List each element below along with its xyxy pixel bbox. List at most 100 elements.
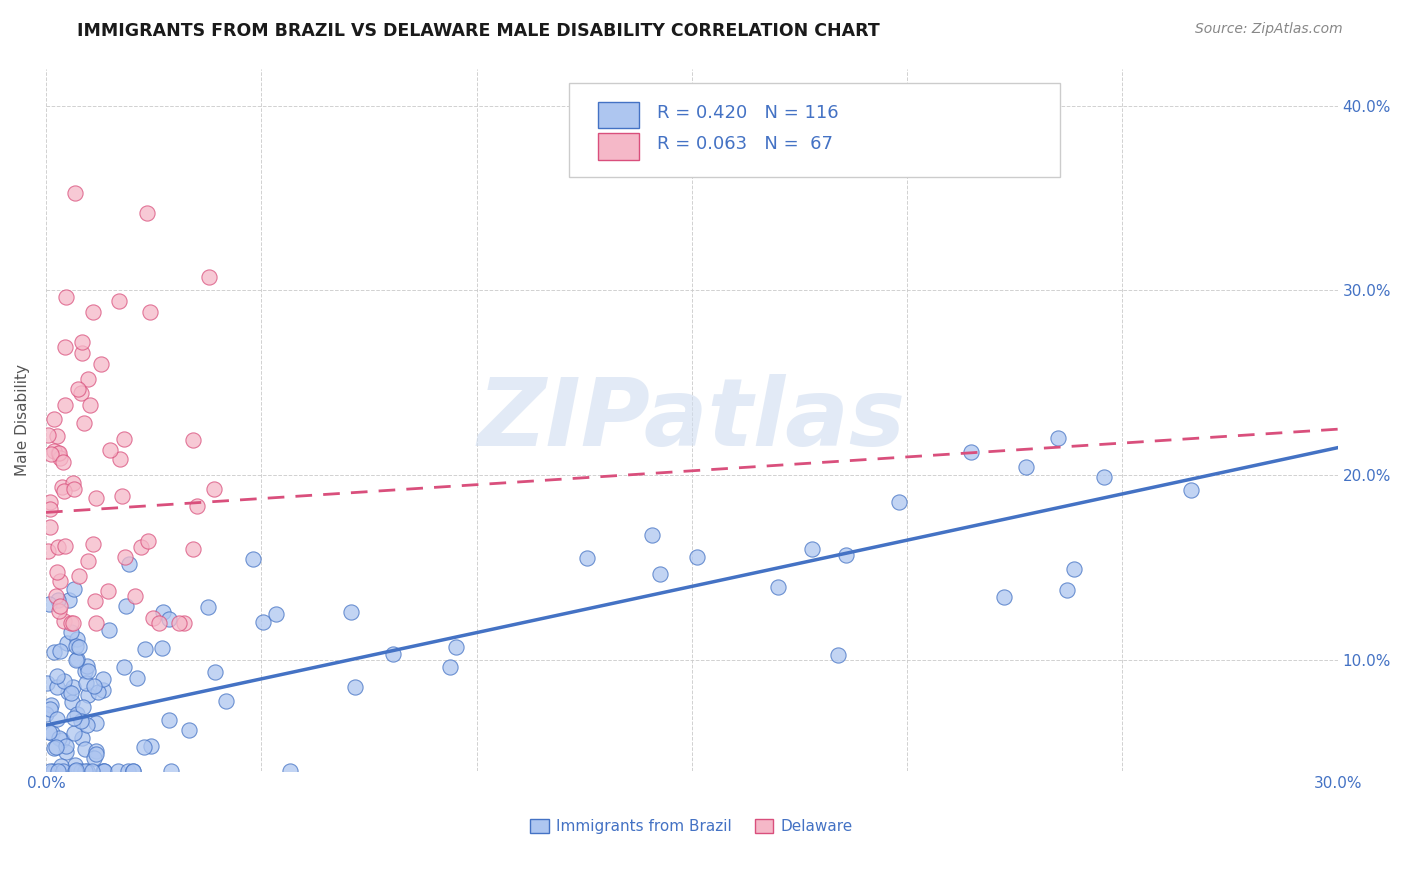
Point (159, 612, 181, 626)
Point (76, 764, 98, 779)
Point (62, 680, 84, 694)
Point (82, 305, 104, 319)
Point (93, 764, 115, 779)
Point (48, 540, 70, 554)
Point (49, 643, 72, 657)
Point (801, 541, 824, 556)
Point (108, 293, 131, 308)
Point (62, 616, 84, 631)
Point (38, 502, 60, 516)
Point (86, 715, 108, 730)
Text: Source: ZipAtlas.com: Source: ZipAtlas.com (1195, 22, 1343, 37)
Point (70, 346, 93, 360)
Point (576, 551, 599, 566)
Point (39, 764, 62, 779)
Point (132, 740, 155, 755)
Point (82, 537, 104, 551)
Point (48, 604, 70, 618)
Point (55, 739, 77, 753)
Point (45, 680, 67, 694)
Point (114, 549, 136, 564)
Point (46, 712, 69, 726)
Point (48, 446, 70, 460)
Point (183, 542, 205, 557)
Text: R = 0.063   N =  67: R = 0.063 N = 67 (657, 136, 832, 153)
Point (52, 764, 75, 779)
Point (38, 495, 60, 509)
Point (70, 764, 93, 779)
Point (70, 731, 93, 745)
Point (993, 590, 1015, 604)
Point (114, 432, 136, 446)
Point (44, 645, 66, 659)
Point (90, 357, 112, 371)
Point (117, 764, 139, 779)
Point (122, 764, 145, 779)
Point (160, 764, 183, 779)
Point (827, 648, 849, 662)
Point (48, 731, 70, 746)
Point (63, 186, 86, 200)
Point (65, 653, 87, 667)
Point (98, 442, 121, 457)
Point (138, 534, 160, 549)
Point (122, 764, 145, 779)
Point (46, 764, 69, 779)
Point (111, 489, 134, 503)
Point (52, 484, 75, 499)
Point (686, 549, 709, 564)
Text: ZIPatlas: ZIPatlas (478, 374, 905, 466)
Point (76, 664, 98, 678)
Point (835, 548, 858, 562)
Point (59, 616, 82, 631)
Point (86, 685, 108, 699)
Point (62, 711, 84, 725)
Point (202, 482, 225, 496)
Point (66, 707, 89, 722)
Point (278, 764, 301, 779)
Point (127, 671, 149, 685)
Point (84, 491, 107, 505)
Point (183, 433, 205, 447)
Point (204, 665, 226, 679)
Point (108, 451, 131, 466)
Text: IMMIGRANTS FROM BRAZIL VS DELAWARE MALE DISABILITY CORRELATION CHART: IMMIGRANTS FROM BRAZIL VS DELAWARE MALE … (77, 22, 880, 40)
Point (49, 574, 72, 588)
Point (112, 660, 135, 674)
Point (52, 454, 75, 468)
Point (77, 688, 100, 702)
Point (86, 616, 108, 631)
Point (79, 398, 101, 412)
FancyBboxPatch shape (598, 102, 638, 128)
Legend: Immigrants from Brazil, Delaware: Immigrants from Brazil, Delaware (530, 819, 853, 834)
Point (67, 640, 90, 654)
Point (73, 742, 96, 756)
Point (39, 446, 62, 460)
Point (198, 270, 221, 285)
Point (641, 527, 664, 541)
Point (76, 718, 98, 732)
Point (56, 636, 79, 650)
Point (97, 624, 120, 638)
Point (38, 520, 60, 534)
Point (77, 372, 100, 386)
Point (124, 589, 146, 603)
Point (83, 679, 105, 693)
Point (66, 382, 89, 396)
Point (214, 694, 236, 708)
Point (157, 714, 180, 728)
Point (38, 725, 60, 739)
Point (152, 605, 174, 619)
Point (91, 683, 114, 698)
Point (91, 672, 114, 686)
Point (197, 600, 219, 615)
FancyBboxPatch shape (598, 133, 638, 160)
Point (53, 398, 76, 412)
Point (48, 593, 70, 607)
Point (1063, 561, 1085, 575)
Point (73, 664, 96, 678)
Point (44, 412, 66, 426)
Point (139, 305, 162, 319)
Point (72, 700, 94, 714)
Point (37, 427, 59, 442)
